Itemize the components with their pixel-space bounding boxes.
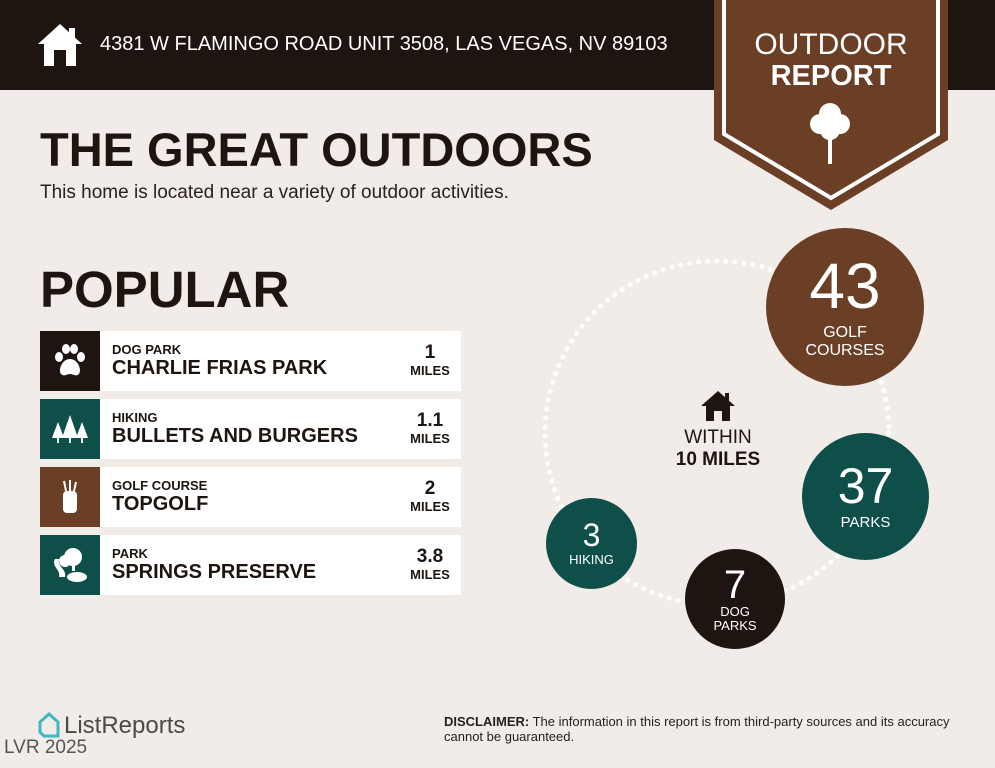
count: 7 xyxy=(723,562,747,607)
popular-heading: POPULAR xyxy=(40,261,290,318)
item-unit: MILES xyxy=(410,363,450,378)
item-category: GOLF COURSE xyxy=(112,478,208,493)
hiking-count: 3 HIKING xyxy=(546,498,637,589)
item-distance: 2 xyxy=(424,478,436,499)
trees-icon xyxy=(40,399,100,459)
within-label: WITHIN xyxy=(684,427,752,448)
item-unit: MILES xyxy=(410,431,450,446)
golf-courses-count: 43 GOLF COURSES xyxy=(766,228,924,386)
logo-text: ListReports xyxy=(64,712,186,739)
house-icon xyxy=(701,391,735,421)
list-item: GOLF COURSE TOPGOLF 2 MILES xyxy=(40,467,461,527)
item-distance: 3.8 xyxy=(416,546,444,567)
property-address: 4381 W FLAMINGO ROAD UNIT 3508, LAS VEGA… xyxy=(100,33,668,55)
label: HIKING xyxy=(569,552,614,568)
item-category: PARK xyxy=(112,546,148,561)
disclaimer: DISCLAIMER: The information in this repo… xyxy=(444,714,964,744)
item-distance: 1.1 xyxy=(416,410,444,431)
paw-icon xyxy=(40,331,100,391)
within-radius: WITHIN 10 MILES xyxy=(638,390,798,471)
label: DOG xyxy=(720,603,750,619)
item-name: SPRINGS PRESERVE xyxy=(112,561,317,583)
item-distance: 1 xyxy=(424,342,436,363)
page-title: THE GREAT OUTDOORS xyxy=(40,123,593,176)
count: 37 xyxy=(837,458,894,515)
count: 43 xyxy=(809,250,881,323)
list-item: DOG PARK CHARLIE FRIAS PARK 1 MILES xyxy=(40,331,461,391)
item-category: HIKING xyxy=(112,410,158,425)
park-icon xyxy=(40,535,100,595)
badge-line1: OUTDOOR xyxy=(754,28,908,61)
golf-bag-icon xyxy=(40,467,100,527)
label: GOLF xyxy=(823,324,867,342)
listreports-logo: ListReports xyxy=(38,712,185,740)
tree-icon xyxy=(810,103,850,164)
list-item: PARK SPRINGS PRESERVE 3.8 MILES xyxy=(40,535,461,595)
list-item: HIKING BULLETS AND BURGERS 1.1 MILES xyxy=(40,399,461,459)
count: 3 xyxy=(582,517,601,554)
item-name: BULLETS AND BURGERS xyxy=(112,425,358,447)
dog-parks-count: 7 DOG PARKS xyxy=(685,549,785,649)
label: COURSES xyxy=(805,342,885,359)
item-unit: MILES xyxy=(410,499,450,514)
within-distance: 10 MILES xyxy=(675,449,761,470)
item-name: TOPGOLF xyxy=(112,493,209,515)
disclaimer-text: The information in this report is from t… xyxy=(444,714,950,744)
popular-list: DOG PARK CHARLIE FRIAS PARK 1 MILES HIKING… xyxy=(40,331,461,603)
badge-line2: REPORT xyxy=(770,60,892,92)
item-category: DOG PARK xyxy=(112,342,182,357)
label: PARKS xyxy=(713,618,757,633)
listreports-logo-icon xyxy=(38,712,60,738)
page-subtitle: This home is located near a variety of o… xyxy=(40,182,509,203)
item-name: CHARLIE FRIAS PARK xyxy=(112,357,328,379)
item-unit: MILES xyxy=(410,567,450,582)
disclaimer-label: DISCLAIMER: xyxy=(444,714,530,729)
watermark: LVR 2025 xyxy=(4,737,88,758)
parks-count: 37 PARKS xyxy=(802,433,929,560)
house-icon xyxy=(38,24,82,66)
label: PARKS xyxy=(840,514,891,532)
